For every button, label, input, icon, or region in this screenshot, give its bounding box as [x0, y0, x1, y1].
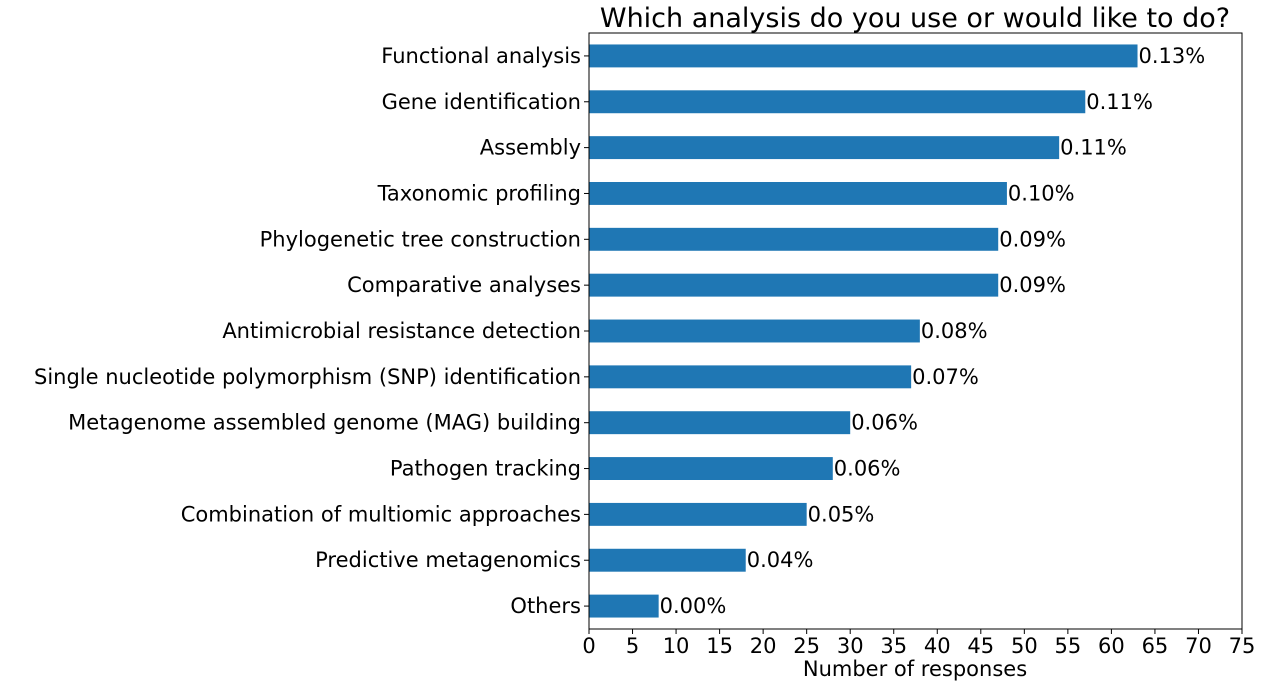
x-tick-label: 20	[750, 634, 777, 658]
data-labels: 0.13% 0.11% 0.11% 0.10% 0.09% 0.09% 0.08% 0.07%…	[660, 44, 1206, 618]
x-tick-label: 0	[582, 634, 595, 658]
x-axis-label: Number of responses	[803, 657, 1027, 681]
category-label: Gene identification	[382, 90, 581, 114]
chart-title: Which analysis do you use or would like …	[600, 3, 1230, 34]
x-tick-label: 35	[880, 634, 907, 658]
x-tick-label: 70	[1185, 634, 1212, 658]
data-label: 0.06%	[851, 411, 918, 435]
x-tick-label: 15	[706, 634, 733, 658]
bar	[589, 319, 920, 343]
bar	[589, 502, 807, 526]
category-label: Predictive metagenomics	[315, 548, 581, 572]
x-tick-label: 10	[663, 634, 690, 658]
category-label: Antimicrobial resistance detection	[222, 319, 581, 343]
category-label: Pathogen tracking	[390, 457, 581, 481]
bar	[589, 44, 1138, 68]
category-label: Phylogenetic tree construction	[260, 227, 581, 251]
x-tick-label: 30	[837, 634, 864, 658]
bar	[589, 548, 746, 572]
data-label: 0.05%	[808, 502, 875, 526]
x-axis-ticks: 0 5 10 15 20 25 30 35 40 45 50 55 60 65 70 75	[582, 629, 1255, 658]
bar	[589, 136, 1060, 160]
bars-group	[589, 44, 1138, 618]
data-label: 0.09%	[999, 227, 1066, 251]
x-tick-label: 40	[924, 634, 951, 658]
category-label: Metagenome assembled genome (MAG) buildi…	[68, 411, 581, 435]
category-label: Functional analysis	[381, 44, 581, 68]
category-label: Single nucleotide polymorphism (SNP) ide…	[34, 365, 581, 389]
plot-frame	[588, 32, 1243, 630]
data-label: 0.04%	[747, 548, 814, 572]
category-label: Combination of multiomic approaches	[181, 502, 581, 526]
bar	[589, 594, 659, 618]
x-tick-label: 60	[1098, 634, 1125, 658]
bar	[589, 90, 1086, 114]
category-label: Others	[510, 594, 581, 618]
x-tick-label: 45	[967, 634, 994, 658]
category-label: Assembly	[480, 136, 581, 160]
x-tick-label: 25	[793, 634, 820, 658]
x-tick-label: 50	[1011, 634, 1038, 658]
bar	[589, 411, 851, 435]
category-labels: Functional analysis Gene identification As…	[34, 44, 589, 618]
category-label: Taxonomic profiling	[377, 181, 581, 205]
data-label: 0.11%	[1086, 90, 1153, 114]
data-label: 0.08%	[921, 319, 988, 343]
bar	[589, 365, 912, 389]
bar	[589, 182, 1007, 205]
data-label: 0.13%	[1139, 44, 1206, 68]
data-label: 0.07%	[912, 365, 979, 389]
x-tick-label: 55	[1054, 634, 1081, 658]
bar	[589, 457, 833, 480]
data-label: 0.11%	[1060, 136, 1127, 160]
x-tick-label: 65	[1142, 634, 1169, 658]
data-label: 0.09%	[999, 273, 1066, 297]
data-label: 0.10%	[1008, 181, 1075, 205]
category-label: Comparative analyses	[347, 273, 581, 297]
bar	[589, 227, 999, 251]
x-tick-label: 5	[626, 634, 639, 658]
x-tick-label: 75	[1229, 634, 1256, 658]
bar	[589, 273, 999, 297]
data-label: 0.06%	[834, 457, 901, 481]
data-label: 0.00%	[660, 594, 727, 618]
